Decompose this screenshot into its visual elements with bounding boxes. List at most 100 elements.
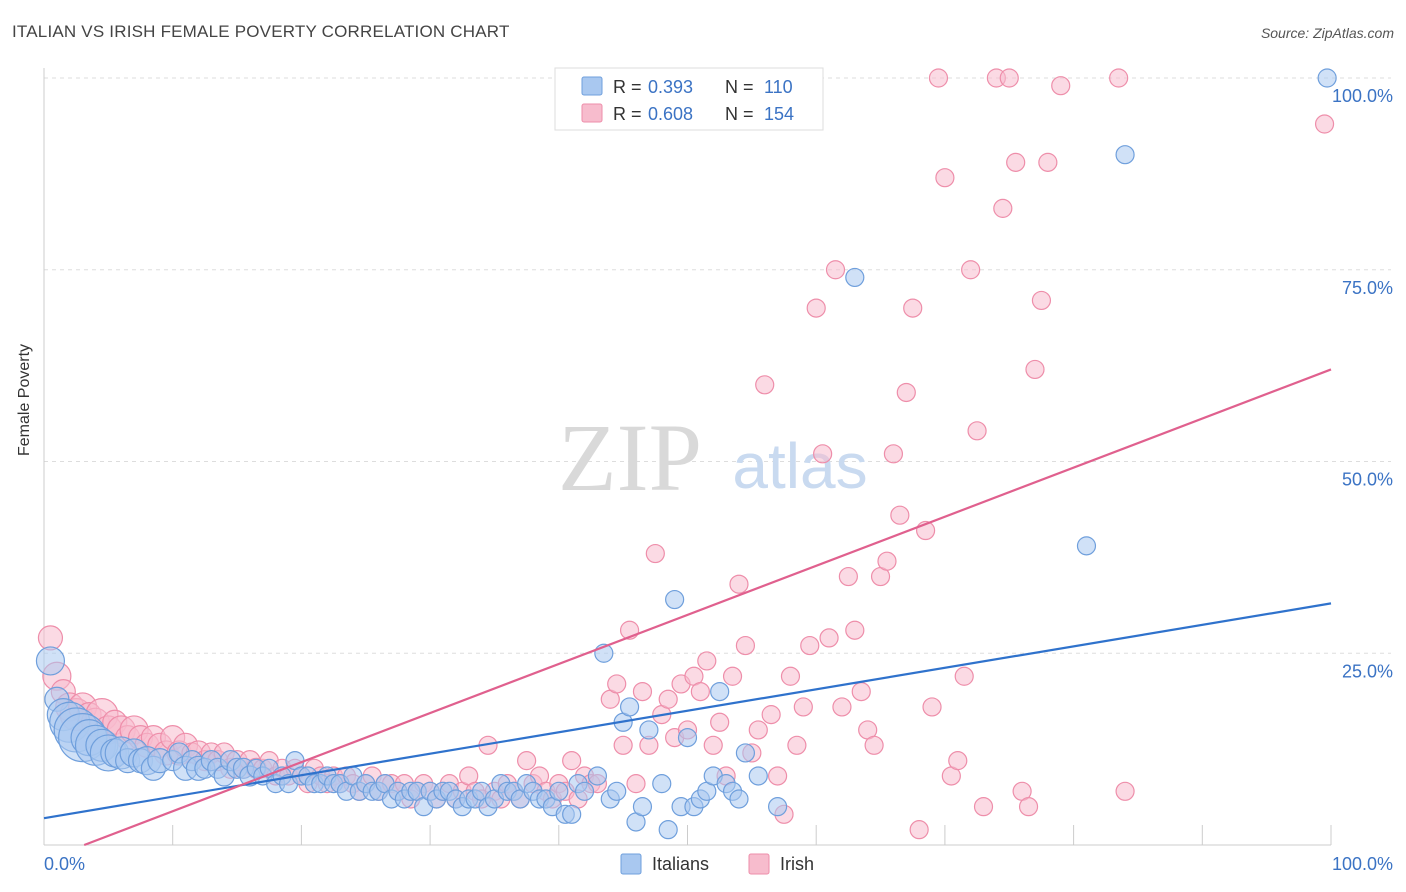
irish-point	[787, 735, 807, 755]
irish-point	[1115, 781, 1135, 801]
irish-point	[607, 674, 627, 694]
irish-point	[961, 260, 981, 280]
irish-point	[883, 444, 904, 464]
irish-point	[1109, 68, 1129, 88]
irish-point	[838, 566, 858, 587]
trend-lines	[43, 368, 1332, 847]
italians-point	[1115, 145, 1135, 165]
irish-point	[999, 68, 1019, 88]
irish-n-label: N =	[725, 104, 754, 124]
irish-point	[864, 735, 884, 755]
italians-point	[1317, 68, 1337, 88]
italians-point	[845, 267, 865, 288]
irish-point	[761, 705, 781, 725]
irish-point	[813, 444, 833, 464]
irish-point	[626, 774, 646, 794]
y-tick-label: 25.0%	[1342, 661, 1393, 681]
irish-point	[613, 735, 633, 755]
italians-point	[632, 797, 653, 817]
watermark: ZIP atlas	[558, 404, 868, 511]
irish-point	[697, 651, 717, 671]
irish-point	[851, 681, 871, 702]
italians-point	[639, 720, 659, 740]
italians-point	[652, 774, 672, 794]
irish-point	[909, 820, 929, 840]
legend-irish-swatch	[748, 853, 770, 875]
italians-trend-line	[43, 602, 1332, 820]
irish-point	[632, 681, 653, 702]
irish-n-value: 154	[764, 104, 794, 124]
italians-point	[729, 789, 749, 809]
irish-point	[690, 681, 710, 702]
italians-point	[587, 766, 608, 786]
irish-point	[703, 735, 723, 755]
irish-point	[735, 635, 756, 656]
axes	[43, 68, 1332, 846]
legend-italians-label: Italians	[652, 854, 709, 874]
irish-point	[806, 298, 826, 318]
irish-point	[562, 751, 582, 771]
legend-irish-label: Irish	[780, 854, 814, 874]
irish-point	[845, 620, 865, 640]
italians-point	[562, 804, 582, 824]
italians-n-label: N =	[725, 77, 754, 97]
chart-title: ITALIAN VS IRISH FEMALE POVERTY CORRELAT…	[12, 22, 510, 41]
italians-point	[677, 728, 698, 748]
legend-italians-swatch	[620, 853, 642, 875]
italians-point	[35, 646, 66, 676]
irish-point	[793, 697, 813, 717]
irish-trend-line	[83, 368, 1332, 847]
irish-point	[832, 697, 852, 717]
irish-point	[755, 375, 775, 395]
irish-point	[1314, 114, 1335, 134]
irish-point	[729, 574, 749, 594]
italians-swatch	[581, 76, 603, 96]
irish-point	[954, 666, 974, 686]
irish-r-value: 0.608	[648, 104, 693, 124]
x-tick-label-max: 100.0%	[1332, 854, 1393, 874]
italians-point	[1076, 536, 1097, 556]
irish-point	[993, 198, 1013, 218]
irish-swatch	[581, 103, 603, 123]
irish-point	[1018, 797, 1039, 817]
irish-point	[37, 625, 64, 651]
watermark-zip: ZIP	[558, 404, 702, 511]
italians-point	[767, 797, 788, 817]
watermark-atlas: atlas	[732, 430, 867, 502]
italians-points	[35, 68, 1337, 840]
irish-point	[967, 421, 987, 441]
irish-point	[710, 712, 730, 732]
irish-point	[780, 666, 801, 686]
italians-point	[710, 681, 730, 702]
italians-n-value: 110	[764, 77, 793, 97]
series-legend: Italians Irish	[620, 853, 814, 875]
italians-point	[549, 781, 569, 801]
irish-point	[903, 298, 923, 318]
irish-r-label: R =	[613, 104, 642, 124]
irish-point	[767, 766, 788, 786]
irish-point	[1006, 152, 1026, 172]
tick-labels: 25.0% 50.0% 75.0% 100.0% 0.0% 100.0%	[44, 86, 1393, 874]
irish-point	[973, 797, 994, 817]
irish-point	[1025, 359, 1045, 380]
irish-point	[748, 720, 768, 740]
italians-r-label: R =	[613, 77, 642, 97]
stats-legend: R = 0.393 N = 110 R = 0.608 N = 154	[554, 67, 824, 131]
irish-point	[517, 751, 537, 771]
irish-point	[1051, 76, 1071, 96]
irish-point	[890, 505, 910, 525]
italians-point	[574, 781, 595, 801]
y-tick-label: 75.0%	[1342, 278, 1393, 298]
irish-point	[645, 543, 665, 564]
irish-point	[1038, 152, 1058, 172]
irish-point	[1031, 290, 1052, 311]
irish-point	[922, 697, 942, 717]
italians-point	[658, 820, 678, 840]
italians-point	[748, 766, 768, 786]
irish-point	[658, 689, 678, 709]
irish-point	[877, 551, 897, 571]
italians-r-value: 0.393	[648, 77, 693, 97]
x-tick-label-min: 0.0%	[44, 854, 85, 874]
irish-point	[948, 751, 968, 771]
